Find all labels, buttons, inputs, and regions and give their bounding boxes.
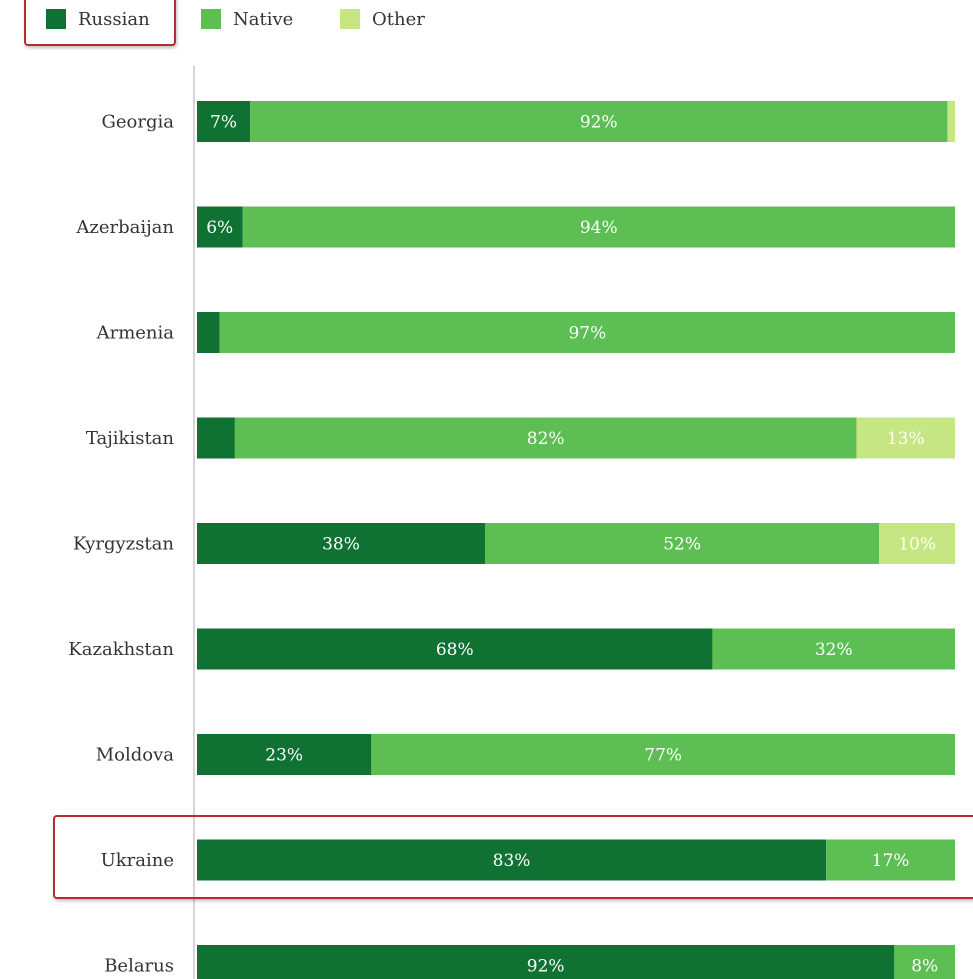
bar-kazakhstan-native bbox=[712, 628, 955, 670]
bar-armenia-native bbox=[219, 312, 956, 353]
value-label-armenia-native: 97% bbox=[568, 324, 606, 344]
value-label-kyrgyzstan-native: 52% bbox=[663, 535, 701, 555]
category-label-azerbaijan: Azerbaijan bbox=[75, 217, 174, 238]
legend-label-other: Other bbox=[372, 8, 425, 30]
bar-tajikistan-native bbox=[234, 417, 857, 459]
value-label-kyrgyzstan-other: 10% bbox=[898, 535, 936, 555]
value-label-georgia-native: 92% bbox=[580, 113, 618, 133]
bar-moldova-native bbox=[371, 734, 956, 775]
bar-belarus-native bbox=[894, 945, 955, 979]
category-label-belarus: Belarus bbox=[104, 956, 174, 977]
category-label-georgia: Georgia bbox=[102, 112, 175, 133]
category-label-armenia: Armenia bbox=[96, 323, 175, 344]
bar-kyrgyzstan-native bbox=[485, 523, 880, 564]
value-label-azerbaijan-russian: 6% bbox=[206, 218, 233, 238]
value-label-kazakhstan-russian: 68% bbox=[436, 640, 474, 660]
bar-moldova-russian bbox=[197, 734, 372, 775]
legend-item-russian: Russian bbox=[46, 6, 150, 32]
value-label-moldova-native: 77% bbox=[644, 746, 682, 766]
value-label-ukraine-russian: 83% bbox=[493, 851, 531, 871]
category-label-tajikistan: Tajikistan bbox=[86, 428, 175, 449]
legend: Russian Native Other bbox=[0, 0, 973, 40]
category-label-kazakhstan: Kazakhstan bbox=[68, 639, 174, 660]
value-label-tajikistan-other: 13% bbox=[887, 429, 925, 449]
bar-georgia-other bbox=[947, 101, 955, 142]
bar-georgia-russian bbox=[197, 101, 251, 142]
legend-label-native: Native bbox=[233, 8, 294, 30]
bar-armenia-russian bbox=[197, 312, 220, 353]
bar-kyrgyzstan-russian bbox=[197, 523, 486, 564]
bar-kazakhstan-russian bbox=[197, 628, 713, 670]
bar-tajikistan-other bbox=[856, 417, 955, 459]
legend-swatch-other bbox=[340, 9, 360, 29]
category-label-ukraine: Ukraine bbox=[101, 850, 174, 871]
bar-belarus-russian bbox=[197, 945, 895, 979]
category-label-kyrgyzstan: Kyrgyzstan bbox=[73, 534, 174, 555]
value-label-belarus-native: 8% bbox=[911, 957, 938, 977]
value-label-azerbaijan-native: 94% bbox=[580, 218, 618, 238]
bar-georgia-native bbox=[250, 101, 948, 142]
bar-ukraine-russian bbox=[197, 839, 827, 881]
value-label-kazakhstan-native: 32% bbox=[815, 640, 853, 660]
legend-swatch-native bbox=[201, 9, 221, 29]
value-label-belarus-russian: 92% bbox=[527, 957, 565, 977]
bar-azerbaijan-russian bbox=[197, 206, 243, 248]
value-label-kyrgyzstan-russian: 38% bbox=[322, 535, 360, 555]
value-label-tajikistan-native: 82% bbox=[527, 429, 565, 449]
bar-ukraine-native bbox=[826, 839, 955, 881]
bar-kyrgyzstan-other bbox=[879, 523, 955, 564]
category-label-moldova: Moldova bbox=[96, 745, 175, 766]
legend-swatch-russian bbox=[46, 9, 66, 29]
value-label-georgia-russian: 7% bbox=[210, 113, 237, 133]
legend-label-russian: Russian bbox=[78, 8, 150, 30]
bar-tajikistan-russian bbox=[197, 417, 235, 459]
value-label-moldova-russian: 23% bbox=[265, 746, 303, 766]
legend-item-native: Native bbox=[201, 6, 293, 32]
bar-azerbaijan-native bbox=[242, 206, 956, 248]
value-label-ukraine-native: 17% bbox=[872, 851, 910, 871]
legend-item-other: Other bbox=[340, 6, 425, 32]
